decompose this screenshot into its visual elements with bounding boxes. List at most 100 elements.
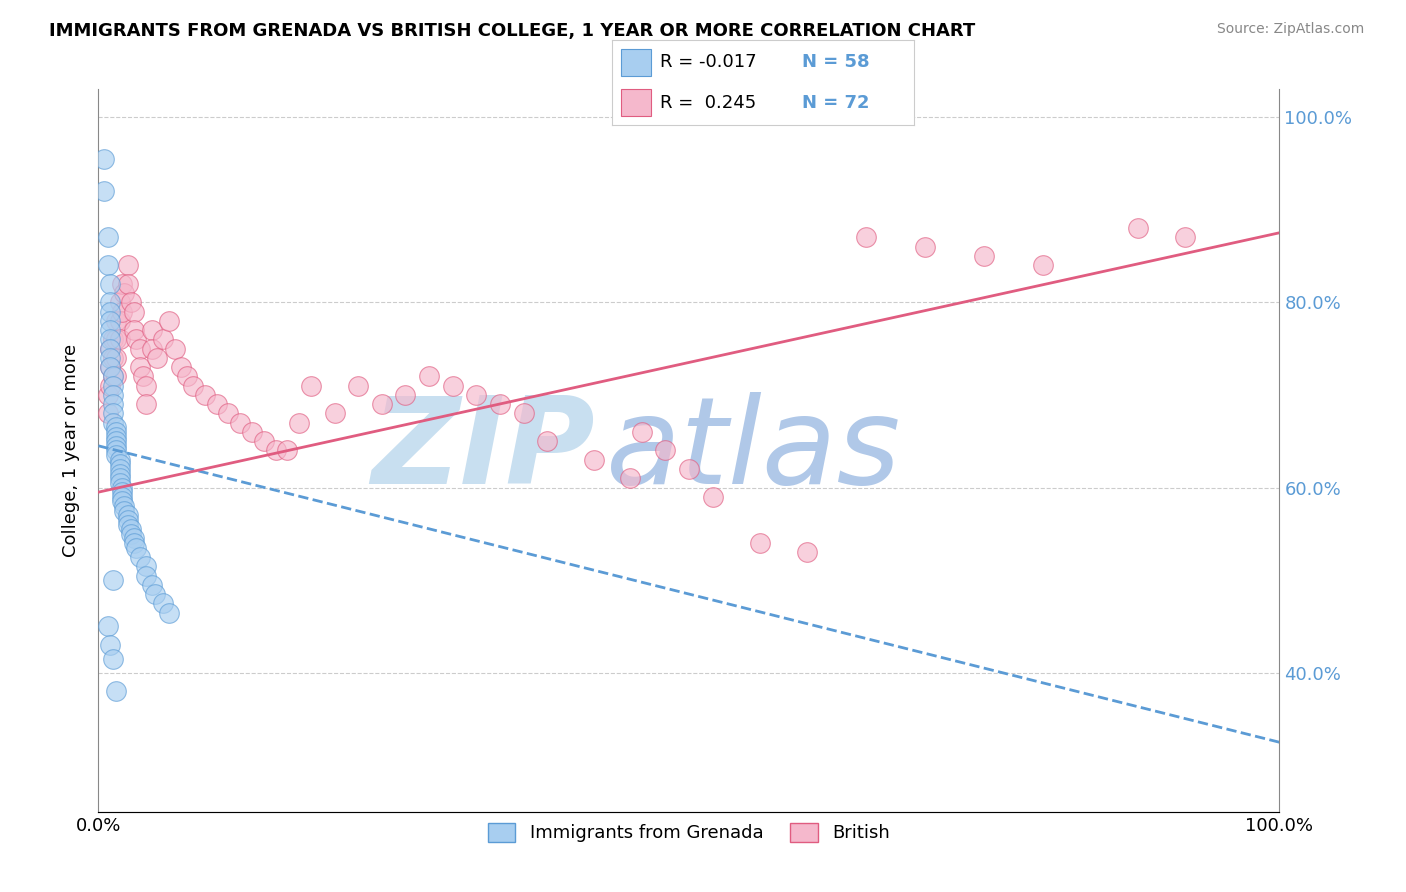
Point: [630, 425, 652, 439]
Point: [264, 443, 287, 458]
Point: [117, 517, 139, 532]
Text: R = -0.017: R = -0.017: [659, 54, 756, 71]
Text: N = 58: N = 58: [801, 54, 870, 71]
Point: [796, 545, 818, 559]
Point: [117, 258, 139, 272]
Text: R =  0.245: R = 0.245: [659, 94, 756, 112]
Point: [512, 406, 534, 420]
Text: ZIP: ZIP: [371, 392, 595, 509]
Point: [122, 532, 145, 546]
Point: [323, 406, 346, 420]
Point: [101, 332, 124, 346]
Point: [654, 443, 676, 458]
Point: [98, 638, 121, 652]
Point: [371, 397, 394, 411]
Text: IMMIGRANTS FROM GRENADA VS BRITISH COLLEGE, 1 YEAR OR MORE CORRELATION CHART: IMMIGRANTS FROM GRENADA VS BRITISH COLLE…: [49, 22, 976, 40]
Point: [105, 314, 128, 328]
Point: [105, 434, 128, 449]
Point: [101, 351, 124, 365]
Text: atlas: atlas: [606, 392, 901, 509]
Point: [98, 304, 121, 318]
Point: [122, 536, 145, 550]
Point: [98, 314, 121, 328]
Point: [121, 295, 143, 310]
Point: [97, 230, 120, 244]
Point: [101, 406, 124, 420]
Point: [111, 490, 134, 504]
Point: [176, 369, 198, 384]
Point: [121, 522, 143, 536]
Point: [122, 304, 145, 318]
Point: [98, 342, 121, 356]
Point: [125, 332, 148, 346]
Point: [98, 332, 121, 346]
Point: [101, 378, 124, 392]
Point: [101, 369, 124, 384]
Point: [855, 230, 877, 244]
Point: [97, 258, 120, 272]
Point: [108, 471, 131, 485]
Point: [108, 295, 131, 310]
Point: [229, 416, 252, 430]
Point: [152, 596, 174, 610]
Point: [101, 388, 124, 402]
Point: [105, 425, 128, 439]
Point: [157, 606, 180, 620]
Point: [111, 485, 134, 500]
Text: Source: ZipAtlas.com: Source: ZipAtlas.com: [1216, 22, 1364, 37]
Point: [105, 332, 128, 346]
Point: [135, 559, 157, 574]
Point: [748, 536, 770, 550]
Legend: Immigrants from Grenada, British: Immigrants from Grenada, British: [481, 816, 897, 850]
Point: [143, 587, 166, 601]
Point: [101, 397, 124, 411]
Point: [141, 578, 163, 592]
Point: [240, 425, 263, 439]
Point: [97, 619, 120, 633]
Point: [973, 249, 995, 263]
Point: [98, 295, 121, 310]
Point: [489, 397, 512, 411]
Point: [619, 471, 641, 485]
Point: [105, 439, 128, 453]
Point: [93, 152, 115, 166]
Point: [97, 406, 120, 420]
Y-axis label: College, 1 year or more: College, 1 year or more: [62, 344, 80, 557]
Point: [108, 332, 131, 346]
Point: [105, 448, 128, 462]
Point: [111, 494, 134, 508]
Point: [441, 378, 464, 392]
Point: [117, 513, 139, 527]
Point: [299, 378, 322, 392]
Point: [108, 475, 131, 490]
Point: [97, 388, 120, 402]
Point: [108, 458, 131, 472]
Point: [418, 369, 440, 384]
Point: [536, 434, 558, 449]
Point: [157, 314, 180, 328]
Point: [194, 388, 217, 402]
Point: [101, 416, 124, 430]
Point: [108, 452, 131, 467]
Point: [108, 314, 131, 328]
Point: [914, 240, 936, 254]
Point: [105, 429, 128, 443]
Point: [122, 323, 145, 337]
Point: [98, 360, 121, 375]
Point: [98, 342, 121, 356]
Point: [135, 568, 157, 582]
Point: [465, 388, 488, 402]
Point: [101, 652, 124, 666]
FancyBboxPatch shape: [620, 89, 651, 116]
Point: [105, 351, 128, 365]
Point: [128, 549, 150, 564]
Point: [98, 360, 121, 375]
Point: [253, 434, 276, 449]
Point: [181, 378, 204, 392]
Point: [135, 397, 157, 411]
Point: [132, 369, 155, 384]
Point: [98, 351, 121, 365]
Point: [111, 481, 134, 495]
Point: [111, 304, 134, 318]
Point: [105, 369, 128, 384]
